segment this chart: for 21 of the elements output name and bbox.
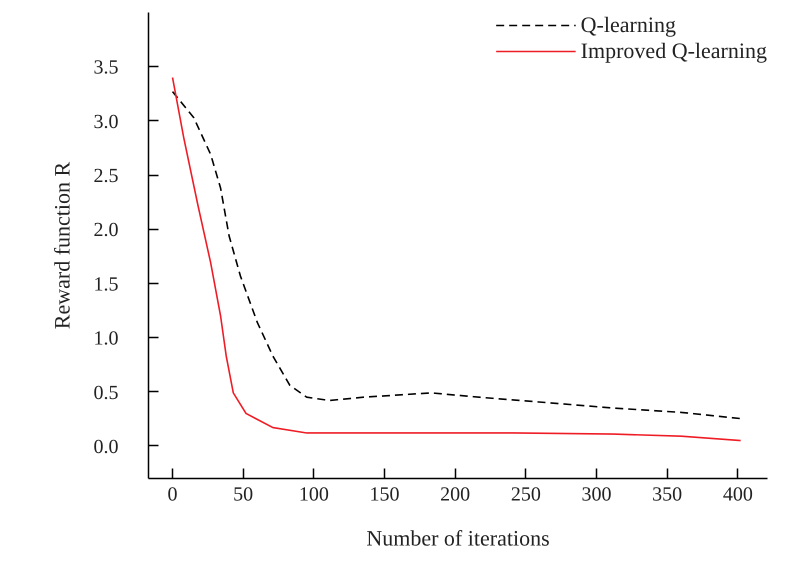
x-tick-label: 0: [168, 484, 178, 506]
x-tick-label: 400: [722, 484, 753, 506]
y-tick-label: 0.0: [94, 436, 118, 458]
y-tick-label: 2.0: [94, 219, 118, 242]
x-tick-label: 200: [440, 484, 470, 506]
x-tick-label: 150: [370, 484, 400, 506]
x-tick-label: 350: [652, 484, 682, 506]
x-tick-label: 300: [582, 484, 612, 506]
x-tick-label: 250: [510, 484, 541, 506]
y-tick-label: 3.5: [94, 56, 118, 79]
x-tick-label: 100: [298, 484, 329, 506]
y-tick-label: 1.0: [94, 328, 118, 350]
y-tick-label: 1.5: [94, 273, 118, 296]
y-axis-title: Reward function R: [50, 161, 74, 330]
y-tick-label: 2.5: [94, 165, 118, 188]
legend-label: Q-learning: [580, 12, 676, 38]
x-axis-title: Number of iterations: [366, 526, 550, 550]
y-tick-label: 0.5: [94, 382, 118, 404]
y-tick-label: 3.0: [94, 110, 118, 133]
x-tick-label: 50: [233, 484, 254, 506]
legend-label: Improved Q-learning: [580, 38, 767, 64]
